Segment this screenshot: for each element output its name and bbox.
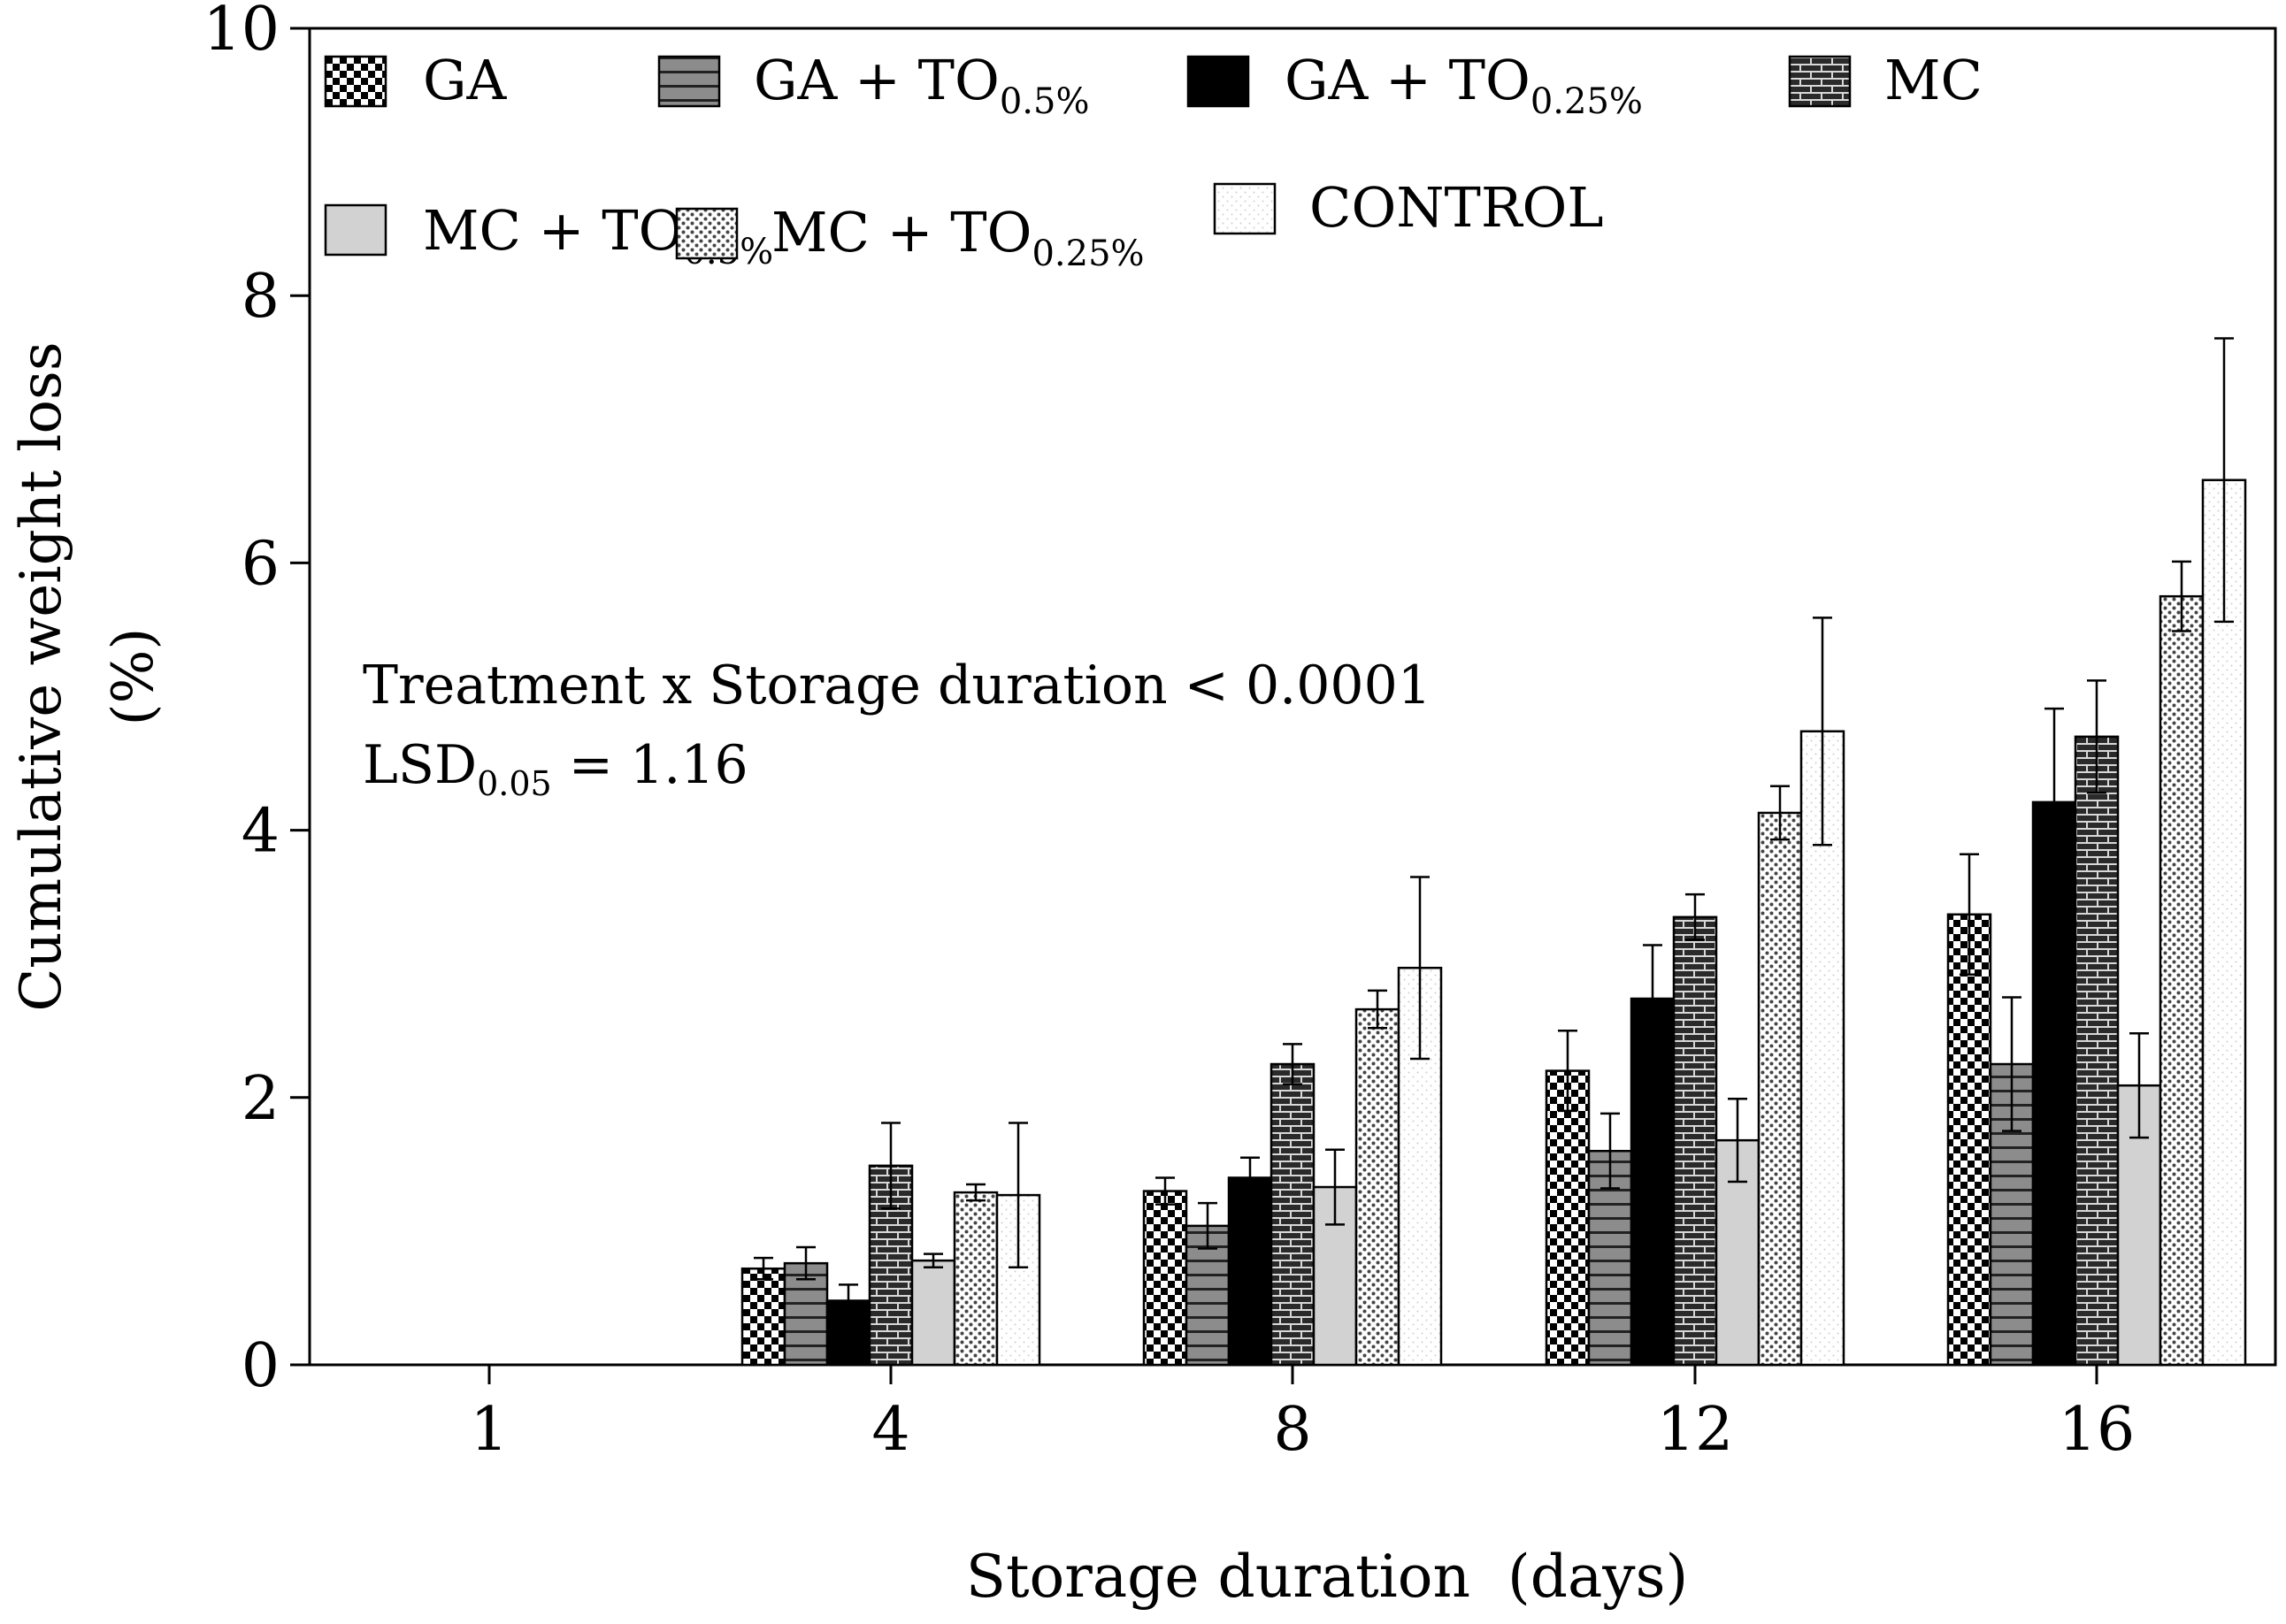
y-tick-label: 2 bbox=[242, 1064, 280, 1134]
y-tick-label: 10 bbox=[203, 0, 280, 65]
bar bbox=[1545, 1069, 1591, 1367]
bar bbox=[1946, 913, 1992, 1367]
legend-swatch bbox=[657, 55, 721, 108]
y-tick-label: 0 bbox=[242, 1331, 280, 1401]
legend-label-main: MC + TO bbox=[423, 198, 683, 263]
legend-label: MC bbox=[1884, 48, 1983, 112]
y-tick-label: 8 bbox=[242, 262, 280, 332]
legend-label: MC + TO0.5% bbox=[423, 198, 773, 272]
y-tick-label: 4 bbox=[242, 797, 280, 867]
y-tick-label: 6 bbox=[242, 529, 280, 599]
legend-swatch bbox=[324, 55, 387, 108]
bar bbox=[1142, 1190, 1188, 1367]
legend-label-main: CONTROL bbox=[1309, 175, 1604, 240]
bar bbox=[1630, 997, 1676, 1367]
legend-label: GA + TO0.5% bbox=[754, 48, 1089, 122]
lsd-value: = 1.16 bbox=[552, 734, 748, 796]
x-tick-label: 1 bbox=[470, 1395, 508, 1465]
legend-label-main: GA bbox=[423, 48, 508, 112]
legend-swatch bbox=[1213, 182, 1277, 235]
stats-annotation-line2: LSD0.05 = 1.16 bbox=[363, 734, 748, 803]
legend-label-subscript: 0.25% bbox=[1530, 81, 1643, 122]
legend-label-main: MC bbox=[1884, 48, 1983, 112]
bar bbox=[1757, 811, 1803, 1367]
bars bbox=[740, 337, 2247, 1367]
bar bbox=[1354, 1007, 1400, 1367]
x-axis-title: Storage duration (days) bbox=[966, 1543, 1688, 1611]
bar bbox=[1227, 1176, 1273, 1367]
bar bbox=[1270, 1062, 1316, 1367]
x-tick-label: 16 bbox=[2059, 1395, 2136, 1465]
bar bbox=[2074, 735, 2120, 1367]
legend-swatch bbox=[675, 207, 739, 260]
legend-label: GA bbox=[423, 48, 508, 112]
bar bbox=[910, 1259, 956, 1367]
legend-label-main: MC + TO bbox=[771, 200, 1032, 264]
bar bbox=[953, 1191, 999, 1367]
bar bbox=[2159, 594, 2205, 1367]
lsd-main: LSD bbox=[363, 734, 477, 796]
legend-label-main: GA + TO bbox=[754, 48, 1000, 112]
lsd-subscript: 0.05 bbox=[477, 764, 552, 803]
legend-swatch bbox=[1788, 55, 1852, 108]
bar bbox=[740, 1267, 786, 1367]
legend-label: GA + TO0.25% bbox=[1285, 48, 1643, 122]
legend-label-main: GA + TO bbox=[1285, 48, 1530, 112]
legend-label-subscript: 0.5% bbox=[1000, 81, 1090, 122]
legend-label-subscript: 0.25% bbox=[1032, 234, 1144, 274]
legend-swatch bbox=[324, 203, 387, 257]
x-tick-label: 8 bbox=[1273, 1395, 1311, 1465]
x-tick-label: 12 bbox=[1657, 1395, 1734, 1465]
legend-label: CONTROL bbox=[1309, 175, 1604, 240]
stats-annotation-line1: Treatment x Storage duration < 0.0001 bbox=[363, 655, 1431, 716]
bar bbox=[1672, 915, 1718, 1367]
y-axis-title-line1: Cumulative weight loss bbox=[9, 341, 74, 1011]
x-tick-label: 4 bbox=[871, 1395, 909, 1465]
legend-label: MC + TO0.25% bbox=[771, 200, 1145, 274]
y-axis-title-line2: (%) bbox=[101, 628, 166, 726]
legend-swatch bbox=[1186, 55, 1250, 108]
